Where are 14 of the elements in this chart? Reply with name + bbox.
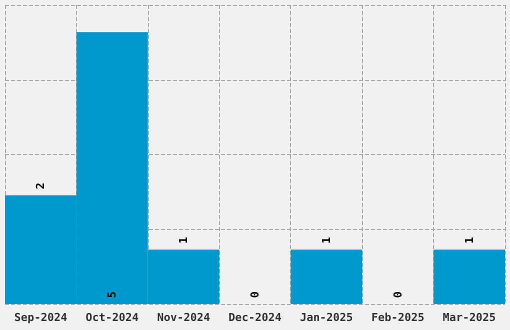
data-label: 0 [391,291,404,298]
data-label: 2 [34,182,48,190]
x-tick-label: Mar-2025 [442,311,496,324]
x-tick-label: Jan-2025 [300,311,353,324]
x-tick-label: Feb-2025 [371,311,424,324]
x-tick-label: Nov-2024 [157,311,210,324]
data-label: 1 [177,236,190,244]
data-label: 5 [106,291,119,298]
data-label: 1 [462,236,476,244]
x-tick-label: Sep-2024 [14,311,68,324]
x-tick-label: Dec-2024 [228,311,282,324]
x-tick-label: Oct-2024 [86,311,140,324]
data-label: 0 [248,291,262,298]
data-label: 1 [320,236,333,244]
